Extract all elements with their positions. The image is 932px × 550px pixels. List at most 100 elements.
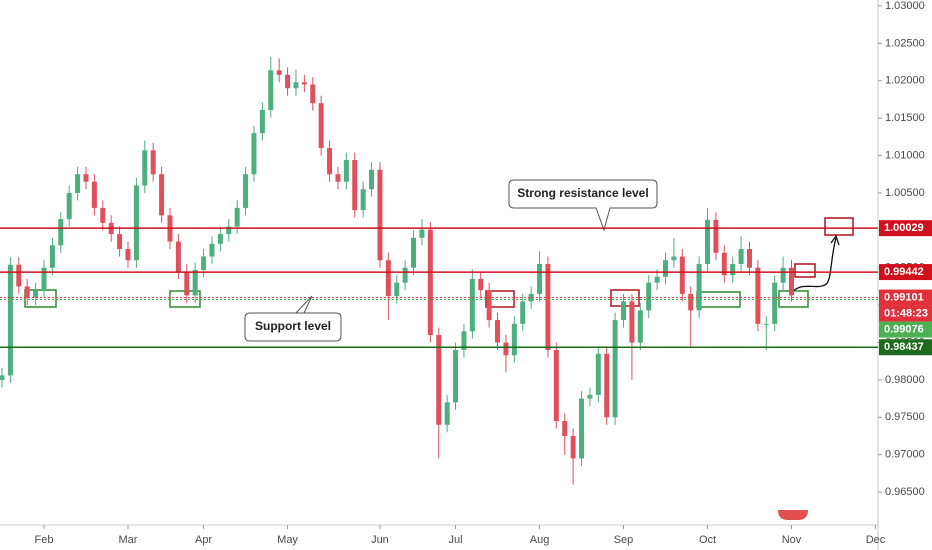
- candle-body: [335, 174, 341, 182]
- x-tick-label: Apr: [195, 534, 212, 546]
- candle-body: [604, 353, 610, 418]
- candle-body: [738, 249, 744, 264]
- candle-body: [117, 234, 123, 250]
- candle-body: [251, 133, 257, 175]
- annotation: Strong resistance level: [517, 186, 648, 200]
- candle-body: [7, 264, 13, 376]
- candle-body: [595, 353, 601, 395]
- candle-body: [579, 398, 585, 459]
- candle-body: [369, 169, 375, 190]
- price-label: 0.99101: [884, 291, 924, 303]
- candle-body: [192, 269, 198, 296]
- candle-body: [419, 229, 425, 238]
- candle-body: [562, 421, 568, 437]
- candle-body: [621, 301, 627, 321]
- zones: [24, 217, 854, 308]
- y-tick-label: 1.01000: [885, 149, 925, 161]
- candle-body: [49, 245, 55, 268]
- price-label: 1.00029: [884, 222, 924, 234]
- arrow-head: [830, 234, 840, 246]
- candle-body: [612, 320, 618, 418]
- candle-body: [234, 207, 240, 227]
- candle-body: [427, 229, 433, 336]
- price-label: 0.98437: [884, 341, 924, 353]
- candle-body: [587, 394, 593, 399]
- y-tick-label: 0.97500: [885, 411, 925, 423]
- y-tick-label: 1.01500: [885, 112, 925, 124]
- candle-body: [688, 293, 694, 311]
- x-tick-label: Dec: [866, 534, 886, 546]
- candle-body: [184, 271, 190, 296]
- x-tick-label: Jun: [371, 534, 389, 546]
- candle-body: [217, 234, 223, 244]
- candle-body: [713, 219, 719, 253]
- candle-body: [259, 109, 265, 134]
- candle-body: [201, 256, 207, 270]
- candle-body: [570, 436, 576, 459]
- x-tick-label: Mar: [119, 534, 138, 546]
- candle-body: [402, 267, 408, 283]
- price-label-bg: [879, 289, 932, 306]
- x-tick-label: Nov: [782, 534, 802, 546]
- candle-body: [444, 402, 450, 425]
- x-tick-label: Jul: [449, 534, 463, 546]
- price-label-bg: [879, 321, 932, 338]
- candle-body: [780, 267, 786, 283]
- candle-body: [545, 263, 551, 350]
- candle-body: [461, 331, 467, 350]
- candle-body: [150, 150, 156, 175]
- logo: [778, 510, 808, 520]
- candle-body: [285, 74, 291, 89]
- y-tick-label: 0.96500: [885, 486, 925, 498]
- price-label: 0.99442: [884, 266, 924, 278]
- candle-body: [0, 375, 5, 380]
- x-tick-label: Sep: [614, 534, 634, 546]
- candle-body: [75, 174, 81, 193]
- candle-body: [209, 243, 215, 257]
- candle-body: [226, 226, 232, 235]
- candle-body: [646, 282, 652, 311]
- candle-body: [763, 323, 769, 325]
- y-tick-label: 0.97000: [885, 449, 925, 461]
- candle-body: [360, 189, 366, 211]
- candle-body: [746, 249, 752, 268]
- candle-body: [318, 103, 324, 149]
- candle-body: [83, 174, 89, 182]
- callout-box: [244, 295, 342, 342]
- candle-body: [58, 219, 64, 246]
- candle-body: [301, 82, 307, 85]
- candle-body: [788, 267, 794, 296]
- annotation: Support level: [255, 319, 331, 333]
- candle-body: [327, 148, 333, 175]
- candle-body: [24, 286, 30, 298]
- candle-body: [293, 82, 299, 89]
- x-tick-label: May: [277, 534, 298, 546]
- plot: [0, 56, 794, 485]
- candle-body: [730, 263, 736, 276]
- candle-body: [16, 264, 22, 287]
- candle-body: [243, 174, 249, 208]
- candle-body: [159, 174, 165, 216]
- y-tick-label: 0.98000: [885, 374, 925, 386]
- x-tick-label: Oct: [699, 534, 716, 546]
- candle-body: [268, 70, 274, 110]
- target-box: [824, 217, 854, 236]
- candle-body: [377, 169, 383, 261]
- candle-body: [41, 267, 47, 291]
- price-label-bg: [879, 264, 932, 281]
- candle-body: [453, 350, 459, 403]
- candle-body: [352, 160, 358, 211]
- candle-body: [503, 342, 509, 356]
- candle-body: [553, 350, 559, 422]
- candle-body: [696, 263, 702, 311]
- support-box: [24, 289, 57, 308]
- candle-body: [175, 241, 181, 272]
- y-tick-label: 1.00500: [885, 187, 925, 199]
- candle-body: [394, 282, 400, 297]
- callouts: Strong resistance level Support level: [244, 179, 658, 342]
- candle-body: [679, 256, 685, 294]
- price-label-bg: [879, 339, 932, 356]
- candle-body: [537, 263, 543, 294]
- candle-body: [125, 249, 131, 261]
- resistance-box: [794, 263, 816, 278]
